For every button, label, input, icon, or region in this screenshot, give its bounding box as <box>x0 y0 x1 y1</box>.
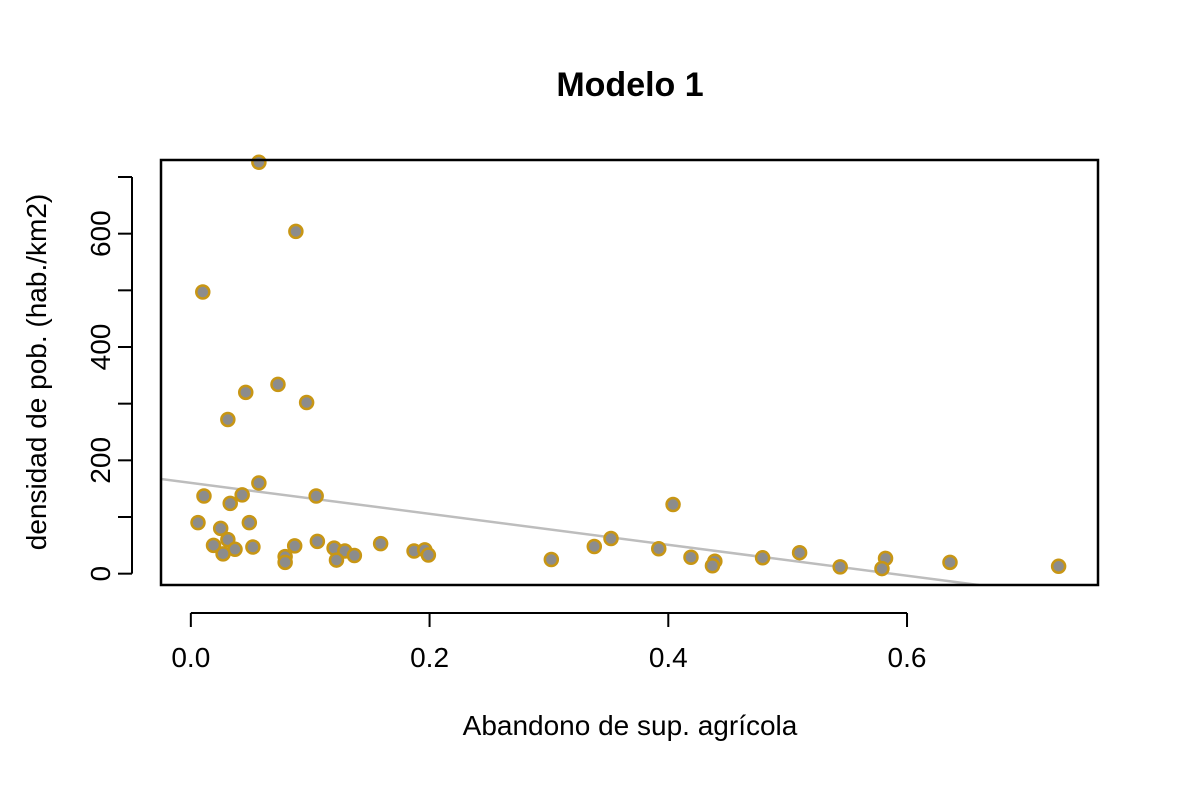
y-tick-label: 0 <box>85 566 116 582</box>
y-tick-label: 200 <box>85 437 116 484</box>
data-point <box>1050 558 1067 575</box>
data-point <box>683 549 699 565</box>
data-point <box>237 384 254 401</box>
data-point <box>603 530 619 547</box>
data-point <box>832 559 848 575</box>
data-point <box>222 495 238 512</box>
data-point <box>220 411 236 428</box>
data-point <box>791 544 808 561</box>
data-point <box>543 551 560 568</box>
data-point <box>286 538 303 554</box>
data-point <box>241 514 258 531</box>
data-point <box>251 475 267 491</box>
x-axis: 0.0 0.2 0.4 0.6 <box>171 612 927 673</box>
data-point <box>586 538 603 555</box>
data-point <box>196 488 212 504</box>
data-point <box>346 547 363 564</box>
data-point <box>942 554 958 571</box>
y-tick-label: 600 <box>85 210 116 257</box>
data-point <box>328 552 345 568</box>
data-point <box>190 514 206 531</box>
data-point <box>277 554 293 571</box>
plot-frame <box>159 158 1100 587</box>
x-tick-label: 0.6 <box>888 642 927 673</box>
data-point <box>205 537 222 554</box>
y-tick-label: 400 <box>85 324 116 371</box>
x-tick-label: 0.4 <box>649 642 688 673</box>
data-point <box>874 560 890 577</box>
data-point <box>372 535 389 552</box>
y-axis-label: densidad de pob. (hab./km2) <box>21 194 52 550</box>
data-point <box>704 557 721 574</box>
data-point <box>234 487 250 503</box>
data-point <box>754 550 771 566</box>
data-point <box>298 394 315 411</box>
data-point <box>245 539 261 555</box>
y-axis: 0 200 400 600 <box>85 176 133 582</box>
x-axis-label: Abandono de sup. agrícola <box>463 710 798 741</box>
data-point <box>270 376 286 393</box>
data-point <box>215 546 231 562</box>
x-tick-label: 0.0 <box>171 642 210 673</box>
data-point <box>420 547 437 563</box>
data-point <box>288 223 304 240</box>
data-point <box>212 520 229 537</box>
x-tick-label: 0.2 <box>410 642 449 673</box>
data-point <box>308 488 324 504</box>
data-point <box>309 533 326 550</box>
chart-title: Modelo 1 <box>556 66 703 104</box>
data-point <box>251 154 267 171</box>
data-point <box>650 540 667 557</box>
data-point <box>195 284 211 300</box>
plot-area <box>161 154 1067 585</box>
data-point <box>665 496 681 513</box>
